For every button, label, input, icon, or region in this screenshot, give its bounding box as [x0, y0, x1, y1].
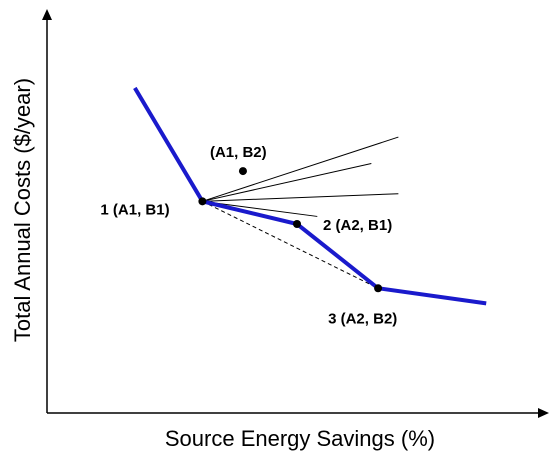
data-point-3: [374, 284, 383, 293]
data-point-1: [198, 197, 207, 206]
point-label-4: (A1, B2): [210, 144, 267, 161]
x-axis-arrowhead: [538, 408, 549, 418]
data-points: 1 (A1, B1) 2 (A2, B1) 3 (A2, B2) (A1, B2): [100, 144, 397, 327]
cost-curve: [133, 86, 487, 306]
point-label-3: 3 (A2, B2): [328, 310, 397, 327]
y-axis-arrowhead: [42, 9, 52, 20]
candidate-rays: [202, 136, 399, 217]
candidate-ray-3: [202, 193, 399, 202]
candidate-ray-2: [202, 163, 372, 202]
point-label-2: 2 (A2, B1): [323, 217, 392, 234]
dashed-connector-line: [202, 200, 379, 289]
point-label-1: 1 (A1, B1): [100, 201, 169, 218]
data-point-4: [238, 167, 247, 176]
x-axis-label: Source Energy Savings (%): [165, 426, 435, 451]
series-line-1: [133, 86, 487, 306]
data-point-2: [293, 220, 302, 228]
candidate-ray-1: [202, 136, 399, 202]
y-axis-label: Total Annual Costs ($/year): [10, 78, 35, 342]
axes: [42, 9, 549, 418]
dashed-connector: [202, 200, 379, 289]
candidate-ray-4: [202, 200, 318, 217]
